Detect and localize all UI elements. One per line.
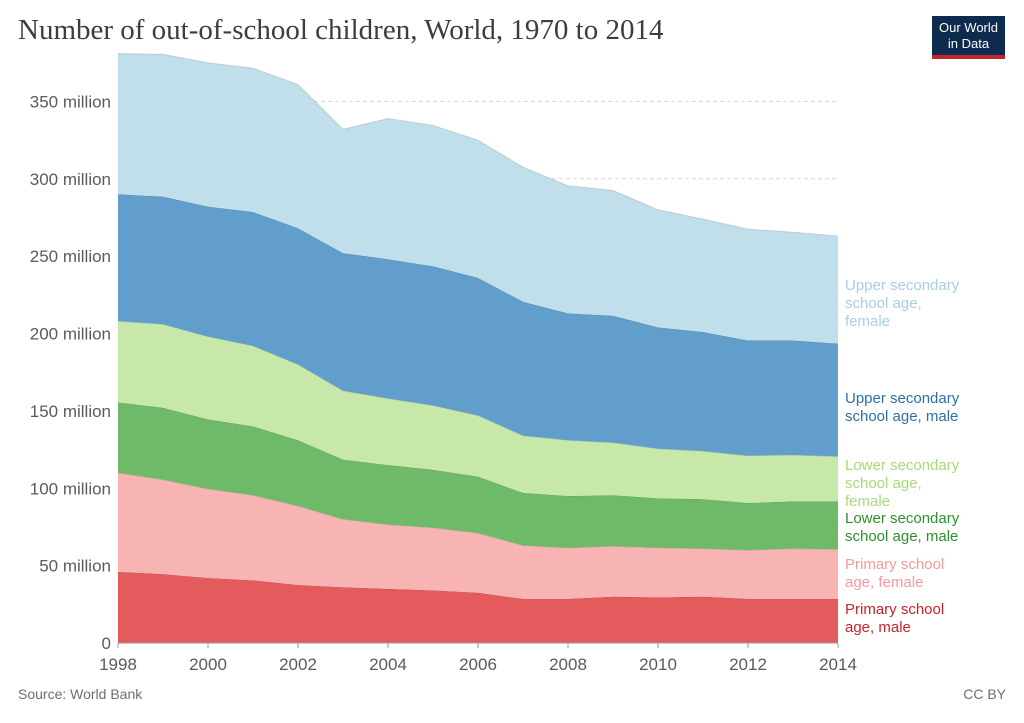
- license-note[interactable]: CC BY: [963, 686, 1006, 702]
- y-tick-label: 250 million: [30, 247, 111, 266]
- x-tick-label: 2000: [189, 655, 227, 674]
- series-label-line: age, female: [845, 574, 923, 591]
- area-upper-secondary-female-edge: [117, 52, 839, 237]
- y-tick-label: 0: [102, 634, 111, 653]
- y-tick-label: 350 million: [30, 92, 111, 111]
- x-tick-label: 2006: [459, 655, 497, 674]
- series-label-line: Upper secondary: [845, 277, 960, 294]
- x-tick-label: 2004: [369, 655, 407, 674]
- y-tick-label: 50 million: [39, 557, 111, 576]
- series-label-line: Primary school: [845, 601, 944, 618]
- area-lower-secondary-female[interactable]: [118, 321, 838, 503]
- area-layers: [117, 52, 839, 643]
- x-tick-label: 2008: [549, 655, 587, 674]
- series-label-line: school age,: [845, 295, 922, 312]
- series-label-line: female: [845, 493, 890, 510]
- source-note[interactable]: Source: World Bank: [18, 686, 143, 702]
- series-label-line: school age, male: [845, 528, 958, 545]
- y-tick-label: 150 million: [30, 402, 111, 421]
- area-primary-male-edge: [117, 571, 838, 600]
- chart-title: Number of out-of-school children, World,…: [18, 14, 664, 46]
- series-label[interactable]: Lower secondary school age, female: [845, 457, 960, 510]
- y-axis-ticks: 0 50 million 100 million 150 million 200 mil…: [30, 92, 111, 653]
- x-tick-label: 1998: [99, 655, 137, 674]
- y-tick-label: 300 million: [30, 170, 111, 189]
- x-axis-ticks: 1998 2000 2002 2004 2006 2008 2010 2012 2014: [99, 643, 857, 674]
- series-label-line: school age, male: [845, 408, 958, 425]
- area-primary-male[interactable]: [118, 571, 838, 643]
- series-label[interactable]: Upper secondary school age, female: [845, 277, 960, 330]
- series-label[interactable]: Primary school age, female: [845, 556, 944, 591]
- series-label-line: Upper secondary: [845, 390, 960, 407]
- x-tick-label: 2002: [279, 655, 317, 674]
- logo-line-2: in Data: [947, 36, 990, 51]
- series-label[interactable]: Upper secondary school age, male: [845, 390, 960, 425]
- series-label[interactable]: Primary school age, male: [845, 601, 944, 636]
- area-primary-female[interactable]: [118, 472, 838, 599]
- series-label-line: Lower secondary: [845, 457, 960, 474]
- series-label-line: school age,: [845, 475, 922, 492]
- owid-logo[interactable]: Our World in Data: [932, 16, 1005, 59]
- series-label-line: Primary school: [845, 556, 944, 573]
- x-tick-label: 2010: [639, 655, 677, 674]
- x-tick-label: 2014: [819, 655, 857, 674]
- logo-line-1: Our World: [939, 20, 998, 35]
- x-tick-label: 2012: [729, 655, 767, 674]
- series-label-line: female: [845, 313, 890, 330]
- series-label-line: Lower secondary: [845, 510, 960, 527]
- series-label-line: age, male: [845, 619, 911, 636]
- area-upper-secondary-female[interactable]: [118, 53, 838, 344]
- y-tick-label: 100 million: [30, 479, 111, 498]
- area-lower-secondary-male[interactable]: [118, 402, 838, 551]
- series-label[interactable]: Lower secondary school age, male: [845, 510, 960, 545]
- y-tick-label: 200 million: [30, 325, 111, 344]
- area-upper-secondary-male[interactable]: [118, 194, 838, 457]
